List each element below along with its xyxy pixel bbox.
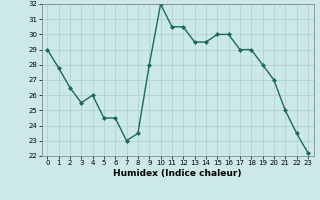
X-axis label: Humidex (Indice chaleur): Humidex (Indice chaleur)	[113, 169, 242, 178]
